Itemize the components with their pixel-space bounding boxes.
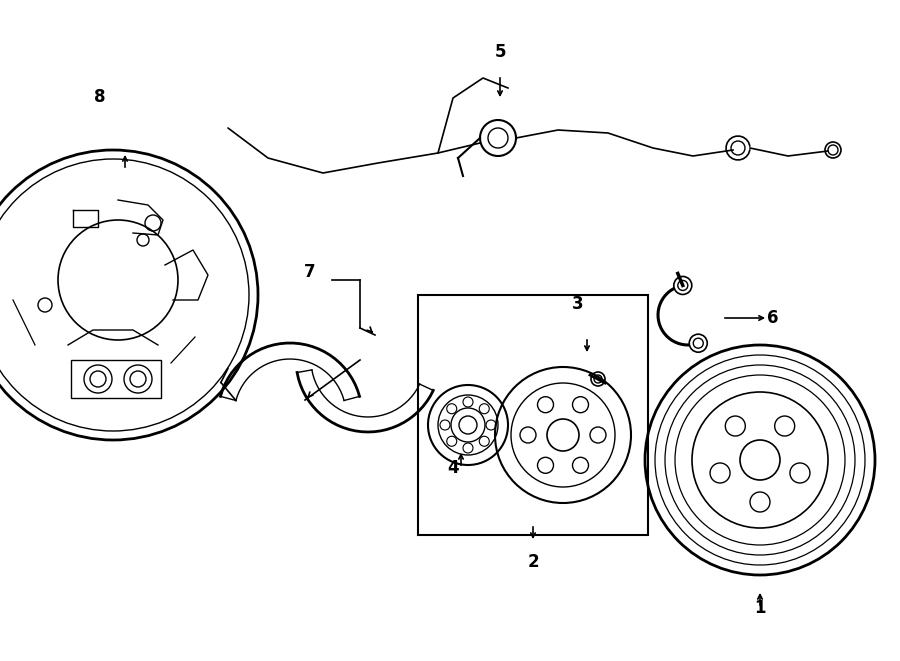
Bar [418, 295, 648, 535]
Circle shape [689, 334, 707, 352]
Text: 5: 5 [494, 43, 506, 61]
Text: 2: 2 [527, 553, 539, 571]
Bar [71, 360, 161, 398]
Text: 6: 6 [767, 309, 778, 327]
Text: 3: 3 [572, 295, 584, 313]
Text: 1: 1 [754, 599, 766, 617]
Text: 4: 4 [447, 459, 459, 477]
Circle shape [674, 276, 692, 294]
Text: 8: 8 [94, 88, 106, 106]
Text: 7: 7 [304, 263, 316, 281]
